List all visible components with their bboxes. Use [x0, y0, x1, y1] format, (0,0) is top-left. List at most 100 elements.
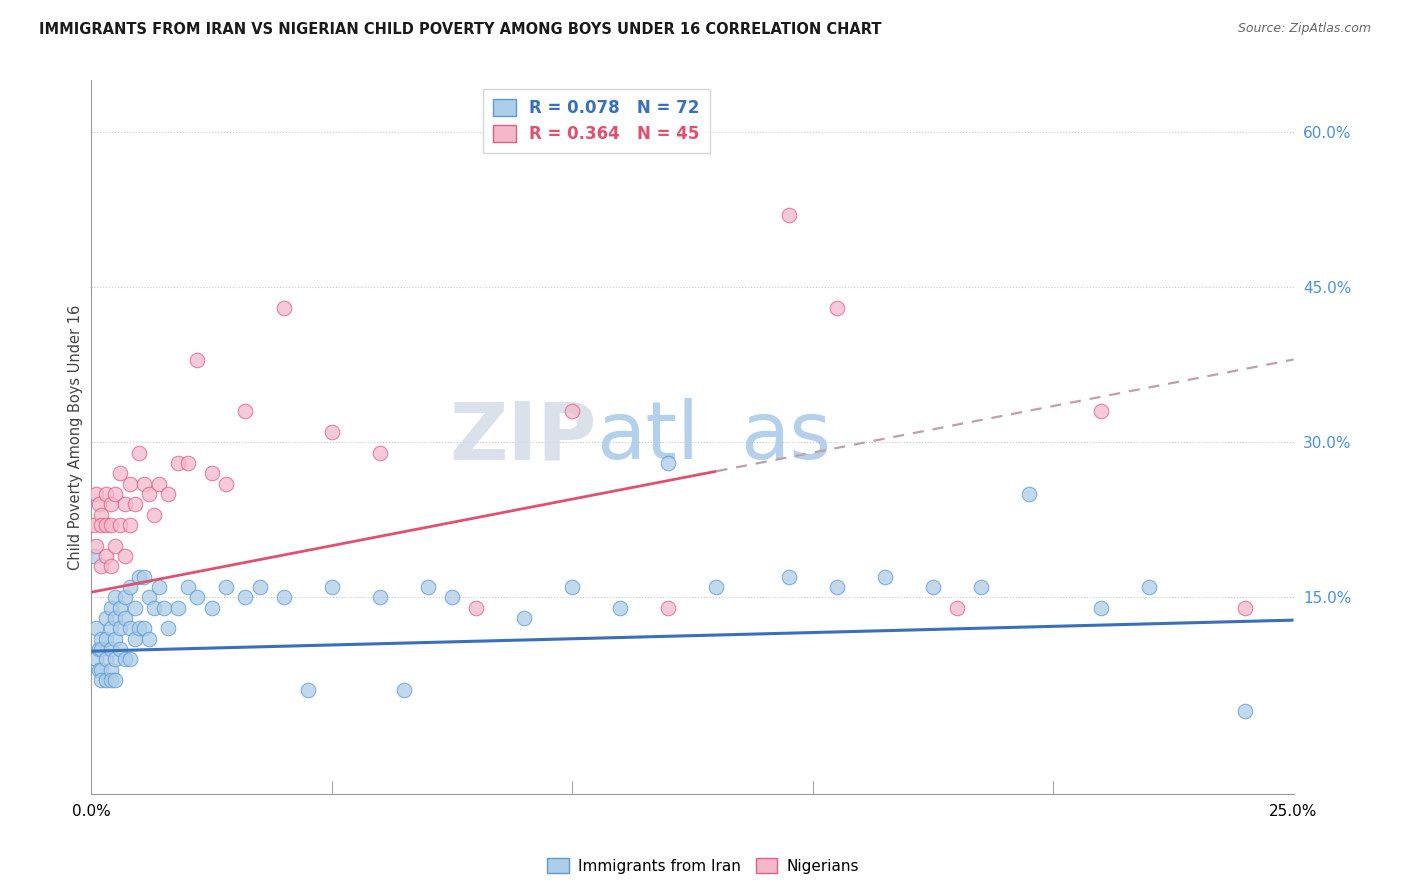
Point — [124, 600, 146, 615]
Point — [87, 663, 110, 677]
Text: ZIP: ZIP — [449, 398, 596, 476]
Point — [368, 591, 391, 605]
Point — [83, 549, 105, 563]
Point — [128, 621, 150, 635]
Point — [138, 591, 160, 605]
Point — [167, 600, 190, 615]
Point — [90, 642, 112, 657]
Point — [90, 559, 112, 574]
Point — [128, 570, 150, 584]
Point — [100, 663, 122, 677]
Text: IMMIGRANTS FROM IRAN VS NIGERIAN CHILD POVERTY AMONG BOYS UNDER 16 CORRELATION C: IMMIGRANTS FROM IRAN VS NIGERIAN CHILD P… — [39, 22, 882, 37]
Point — [100, 518, 122, 533]
Point — [176, 456, 198, 470]
Point — [946, 600, 969, 615]
Point — [513, 611, 536, 625]
Point — [90, 518, 112, 533]
Point — [1137, 580, 1160, 594]
Point — [124, 497, 146, 511]
Point — [561, 404, 583, 418]
Point — [110, 600, 132, 615]
Point — [148, 476, 170, 491]
Point — [114, 611, 136, 625]
Point — [118, 476, 141, 491]
Point — [1234, 600, 1257, 615]
Point — [657, 456, 679, 470]
Point — [922, 580, 945, 594]
Point — [84, 621, 107, 635]
Point — [94, 632, 117, 646]
Point — [321, 425, 343, 439]
Point — [87, 497, 110, 511]
Point — [90, 508, 112, 522]
Point — [94, 518, 117, 533]
Point — [114, 549, 136, 563]
Point — [561, 580, 583, 594]
Legend: Immigrants from Iran, Nigerians: Immigrants from Iran, Nigerians — [541, 852, 865, 880]
Point — [392, 683, 415, 698]
Point — [100, 600, 122, 615]
Point — [1234, 704, 1257, 718]
Point — [201, 467, 224, 481]
Point — [110, 642, 132, 657]
Point — [118, 621, 141, 635]
Point — [104, 487, 127, 501]
Point — [1018, 487, 1040, 501]
Point — [114, 652, 136, 666]
Point — [100, 559, 122, 574]
Point — [100, 497, 122, 511]
Point — [152, 600, 174, 615]
Point — [114, 591, 136, 605]
Point — [148, 580, 170, 594]
Point — [1090, 404, 1112, 418]
Point — [186, 591, 208, 605]
Point — [114, 497, 136, 511]
Point — [94, 652, 117, 666]
Point — [110, 518, 132, 533]
Point — [273, 591, 295, 605]
Point — [825, 301, 848, 315]
Point — [104, 632, 127, 646]
Point — [90, 632, 112, 646]
Point — [128, 445, 150, 459]
Point — [84, 487, 107, 501]
Point — [233, 404, 256, 418]
Point — [94, 611, 117, 625]
Point — [87, 642, 110, 657]
Point — [825, 580, 848, 594]
Point — [134, 621, 156, 635]
Point — [142, 508, 165, 522]
Point — [138, 632, 160, 646]
Point — [440, 591, 463, 605]
Point — [104, 673, 127, 687]
Point — [84, 539, 107, 553]
Legend: R = 0.078   N = 72, R = 0.364   N = 45: R = 0.078 N = 72, R = 0.364 N = 45 — [482, 88, 710, 153]
Point — [104, 611, 127, 625]
Point — [100, 673, 122, 687]
Point — [138, 487, 160, 501]
Point — [157, 621, 180, 635]
Point — [176, 580, 198, 594]
Point — [94, 673, 117, 687]
Text: Source: ZipAtlas.com: Source: ZipAtlas.com — [1237, 22, 1371, 36]
Point — [110, 467, 132, 481]
Point — [104, 539, 127, 553]
Point — [657, 600, 679, 615]
Point — [110, 621, 132, 635]
Text: atl: atl — [596, 398, 700, 476]
Point — [465, 600, 488, 615]
Point — [609, 600, 631, 615]
Point — [118, 518, 141, 533]
Point — [778, 570, 800, 584]
Point — [100, 621, 122, 635]
Point — [215, 476, 238, 491]
Point — [118, 652, 141, 666]
Point — [706, 580, 728, 594]
Point — [778, 208, 800, 222]
Point — [249, 580, 271, 594]
Point — [100, 642, 122, 657]
Point — [416, 580, 439, 594]
Point — [186, 352, 208, 367]
Point — [84, 652, 107, 666]
Text: as: as — [741, 398, 832, 476]
